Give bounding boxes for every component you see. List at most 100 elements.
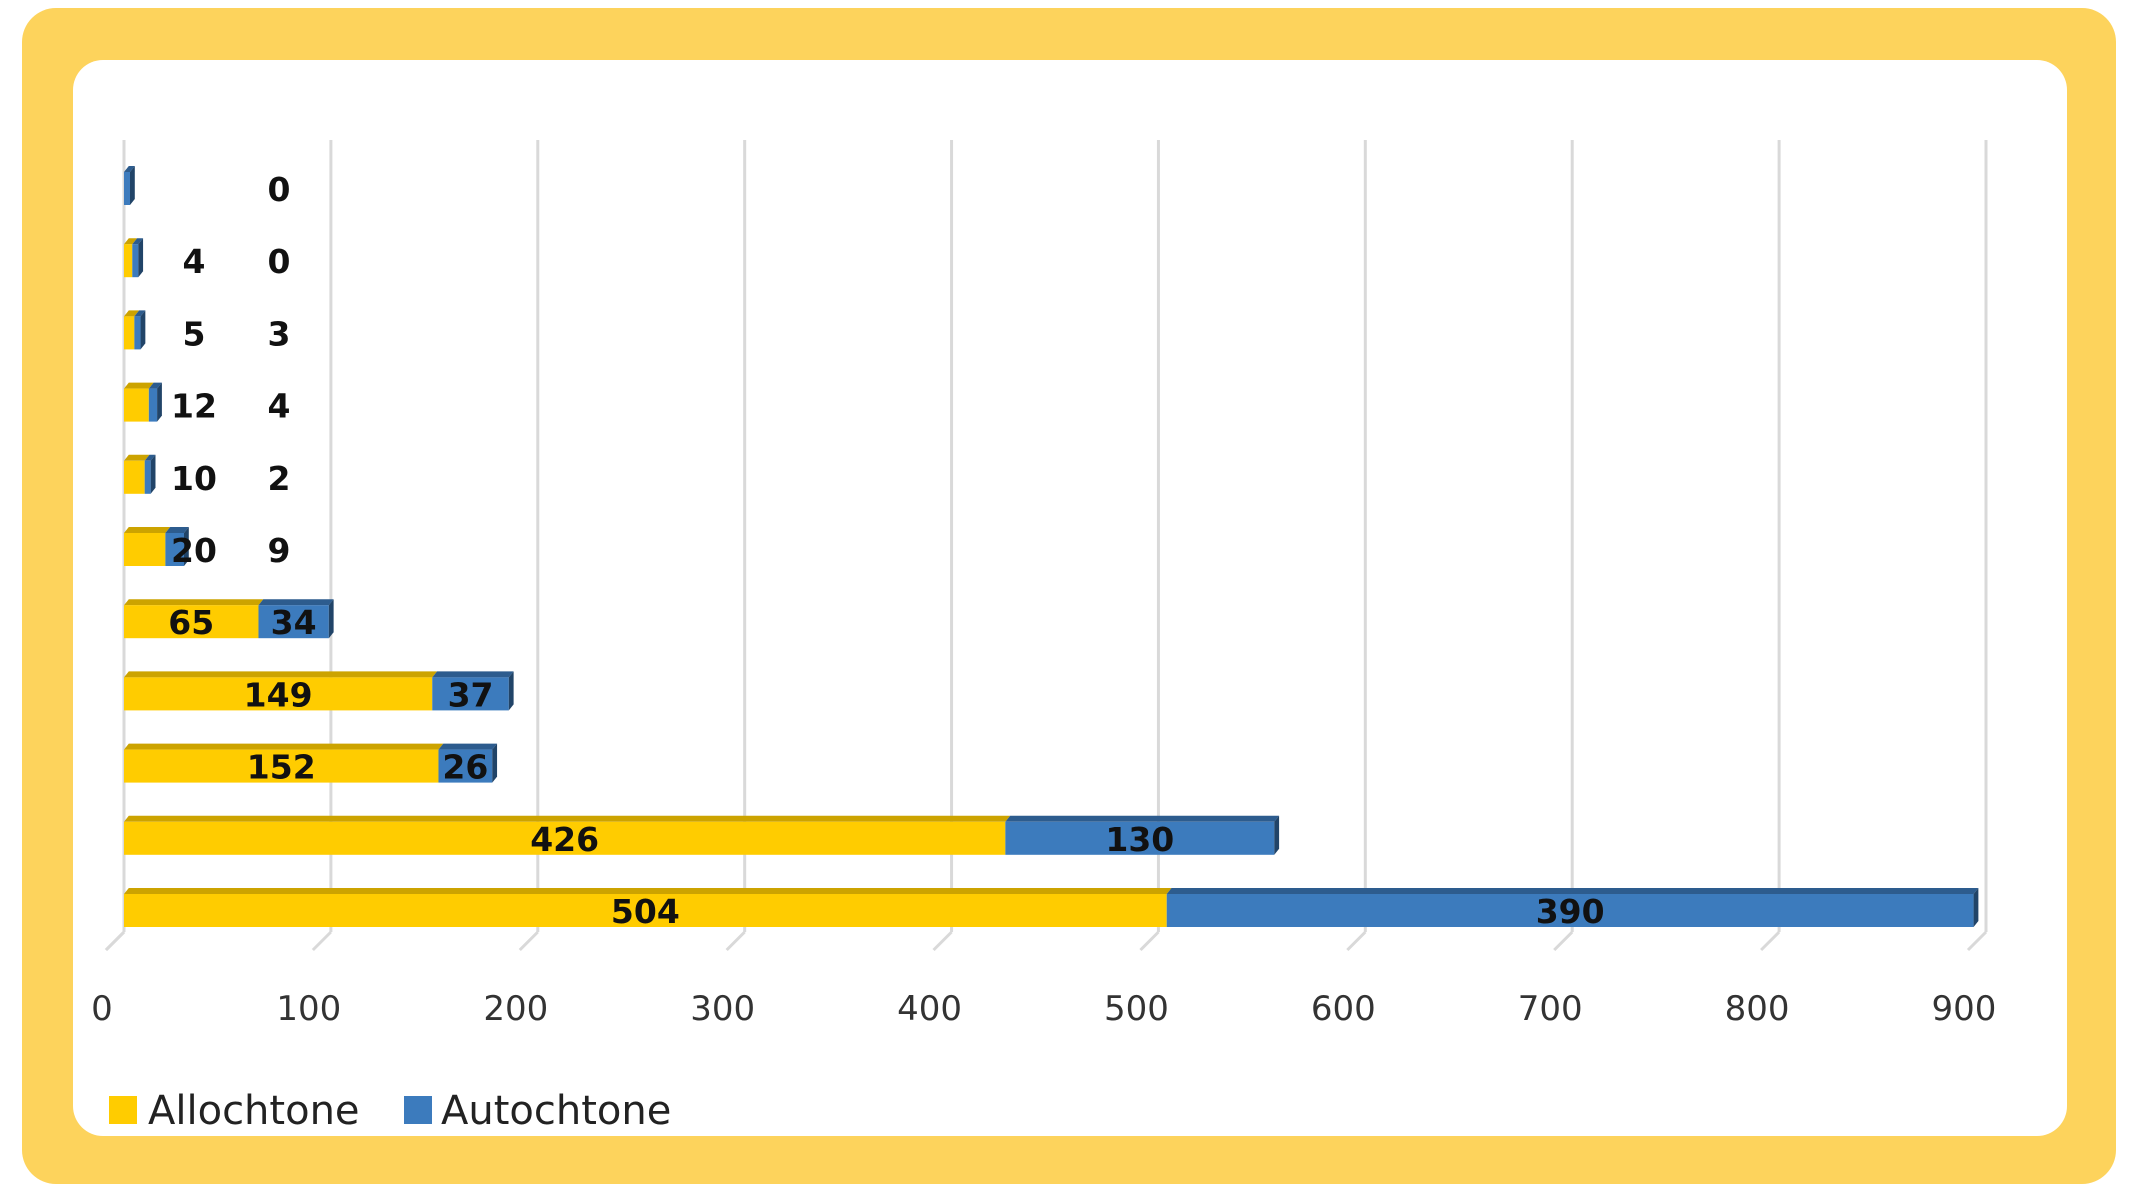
legend-swatch-autochtone — [404, 1096, 432, 1124]
bar-autochtone — [144, 460, 151, 494]
data-label-autochtone: 130 — [1105, 820, 1174, 859]
bar-autochtone-top — [165, 527, 189, 533]
data-label-autochtone: 3 — [268, 314, 291, 353]
x-tick-label: 0 — [91, 989, 113, 1029]
bar-allochtone-top — [124, 310, 140, 317]
bar-autochtone — [124, 172, 130, 205]
bar-autochtone — [438, 749, 493, 783]
x-tick-label: 600 — [1311, 989, 1376, 1029]
bar-allochtone — [124, 749, 439, 783]
bar-layer — [124, 166, 1979, 927]
bar-autochtone-side — [150, 454, 156, 494]
grid-layer — [104, 140, 1988, 952]
bar-allochtone — [124, 533, 166, 566]
legend-swatch-allochtone — [109, 1096, 137, 1124]
gridline-floor — [1346, 930, 1367, 952]
bar-allochtone — [124, 316, 135, 350]
bar-allochtone — [124, 605, 259, 639]
bar-allochtone-top — [124, 671, 438, 678]
data-label-autochtone: 4 — [268, 387, 291, 426]
bar-autochtone-side — [138, 238, 144, 278]
bar-allochtone-top — [124, 527, 171, 533]
x-tick-label: 800 — [1725, 989, 1790, 1029]
bar-allochtone — [124, 677, 433, 711]
bar-autochtone-top — [438, 743, 498, 750]
bar-autochtone-top — [124, 166, 135, 172]
legend-label-autochtone: Autochtone — [441, 1088, 671, 1134]
legend: Allochtone Autochtone — [109, 1088, 671, 1134]
x-tick-label: 700 — [1518, 989, 1583, 1029]
bar-autochtone-top — [134, 310, 146, 317]
x-axis: 0 100 200 300 400 500 600 700 800 900 — [91, 989, 1996, 1029]
data-label-allochtone: 426 — [530, 820, 599, 859]
gridline-floor — [725, 930, 746, 952]
gridline-floor — [1760, 930, 1781, 952]
x-tick-label: 500 — [1104, 989, 1169, 1029]
bar-autochtone — [148, 388, 158, 422]
gridline-floor — [518, 930, 539, 952]
gridline-floor — [1966, 930, 1988, 952]
bar-allochtone-top — [124, 599, 264, 606]
bar-allochtone-top — [124, 888, 1172, 894]
bar-autochtone-side — [1973, 888, 1979, 927]
x-tick-label: 100 — [276, 989, 341, 1029]
data-label-autochtone: 0 — [268, 242, 291, 281]
gridline-floor — [1553, 930, 1574, 952]
bar-autochtone-side — [183, 527, 189, 566]
bar-autochtone-side — [1274, 815, 1280, 855]
bar-allochtone — [124, 894, 1167, 927]
gridline-floor — [104, 930, 126, 952]
gridline-floor — [932, 930, 953, 952]
bar-autochtone-top — [432, 671, 514, 678]
data-label-allochtone: 5 — [183, 314, 206, 353]
bar-autochtone-side — [130, 166, 135, 205]
bar-allochtone-top — [124, 238, 138, 245]
bar-allochtone-top — [124, 454, 150, 461]
data-label-allochtone: 4 — [183, 242, 206, 281]
data-label-allochtone: 504 — [611, 892, 680, 931]
bar-autochtone-side — [328, 599, 334, 639]
bar-autochtone-top — [1005, 815, 1280, 822]
data-label-allochtone: 149 — [244, 675, 313, 714]
bar-allochtone-top — [124, 382, 154, 389]
data-label-autochtone: 0 — [268, 170, 291, 209]
bar-autochtone-side — [157, 382, 162, 422]
data-label-autochtone: 9 — [268, 531, 291, 570]
x-tick-label: 200 — [483, 989, 548, 1029]
bar-autochtone-top — [258, 599, 334, 606]
data-label-allochtone: 152 — [247, 748, 316, 787]
bar-autochtone — [258, 605, 329, 639]
bar-autochtone-top — [148, 382, 162, 389]
bar-autochtone — [1005, 821, 1275, 855]
bar-autochtone-side — [140, 310, 146, 350]
bar-autochtone — [1166, 894, 1974, 927]
gridline-floor — [311, 930, 332, 952]
bar-allochtone-top — [124, 743, 444, 750]
data-label-autochtone: 2 — [268, 459, 291, 498]
bar-autochtone — [134, 316, 141, 350]
data-label-layer: 0 4 0 5 3 12 4 10 2 20 9 65 34 149 37 152 26 426 130 504 390 — [168, 170, 1604, 931]
bar-allochtone — [124, 821, 1006, 855]
bar-autochtone-top — [1166, 888, 1979, 894]
bar-autochtone-top — [132, 238, 144, 245]
data-label-autochtone: 390 — [1536, 892, 1605, 931]
bar-autochtone — [432, 677, 509, 711]
data-label-autochtone: 37 — [448, 675, 494, 714]
data-label-allochtone: 10 — [171, 459, 217, 498]
x-tick-label: 900 — [1932, 989, 1997, 1029]
bar-autochtone — [132, 244, 139, 278]
data-label-allochtone: 65 — [168, 603, 214, 642]
data-label-allochtone: 12 — [171, 387, 217, 426]
x-tick-label: 400 — [897, 989, 962, 1029]
bar-autochtone-side — [492, 743, 498, 783]
legend-label-allochtone: Allochtone — [148, 1088, 360, 1134]
bar-allochtone-top — [124, 815, 1011, 822]
data-label-autochtone: 34 — [271, 603, 317, 642]
bar-allochtone — [124, 460, 145, 494]
bar-autochtone — [165, 533, 184, 566]
bar-autochtone-side — [508, 671, 514, 711]
x-tick-label: 300 — [690, 989, 755, 1029]
bar-allochtone — [124, 244, 133, 278]
data-label-allochtone: 20 — [171, 531, 217, 570]
